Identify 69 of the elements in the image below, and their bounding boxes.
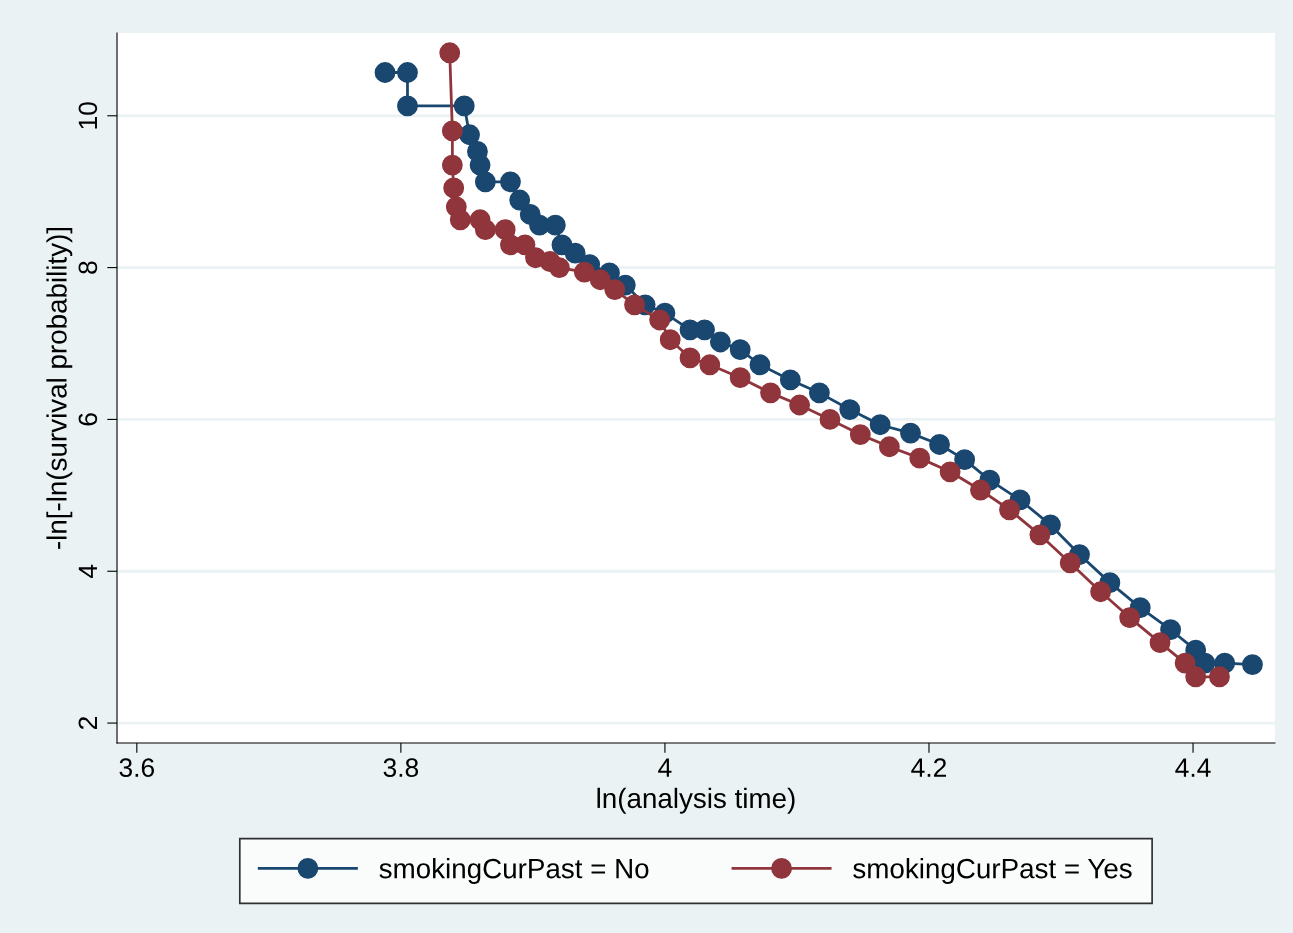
point (1242, 654, 1263, 676)
x-tick-label: 4.4 (1175, 758, 1211, 777)
point (441, 120, 463, 142)
point (443, 177, 465, 199)
point (849, 424, 871, 446)
point (649, 309, 671, 331)
point (397, 62, 418, 83)
point (839, 399, 861, 420)
point (449, 209, 471, 231)
point (500, 171, 521, 193)
point (699, 354, 721, 376)
point (469, 154, 491, 176)
point (900, 422, 921, 444)
point (999, 499, 1020, 521)
y-axis-title: -ln[-ln(survival probability)] (46, 227, 73, 549)
point (909, 447, 931, 469)
y-tick-label: 4 (78, 564, 97, 578)
point (970, 479, 991, 501)
point (760, 382, 781, 404)
point (819, 409, 841, 430)
legend-label: smokingCurPast = Yes (853, 858, 1132, 884)
y-tick-label: 10 (78, 102, 98, 129)
point (939, 461, 961, 483)
point (474, 219, 496, 241)
x-tick-label: 3.8 (383, 758, 419, 778)
point (544, 214, 566, 236)
point (564, 242, 586, 264)
point (878, 436, 900, 458)
point (1209, 666, 1230, 688)
point (474, 171, 496, 193)
y-tick-label: 8 (78, 261, 98, 274)
point (709, 331, 731, 353)
point (694, 319, 715, 341)
point (509, 189, 531, 211)
point (729, 367, 751, 389)
point (659, 329, 681, 351)
point (604, 279, 626, 301)
point (729, 339, 751, 361)
point (1059, 552, 1081, 574)
point (573, 261, 595, 283)
point (679, 347, 701, 369)
point (1185, 666, 1207, 688)
point (808, 382, 830, 404)
point (397, 95, 418, 117)
y-tick-label: 6 (78, 413, 98, 426)
point (624, 294, 645, 316)
point (929, 434, 950, 455)
x-tick-label: 3.6 (119, 758, 154, 778)
point (779, 369, 801, 391)
point (441, 154, 463, 176)
point (548, 257, 570, 279)
legend-label: smokingCurPast = No (379, 858, 649, 884)
point (589, 269, 611, 291)
x-axis-title: ln(analysis time) (597, 787, 795, 814)
point (1029, 524, 1051, 546)
point (789, 394, 811, 416)
y-tick-label: 2 (78, 717, 97, 730)
point (439, 42, 461, 64)
x-tick-label: 4 (658, 758, 672, 777)
point (1174, 652, 1196, 674)
point (1119, 607, 1141, 628)
point (374, 62, 396, 83)
point (453, 95, 475, 117)
x-tick-label: 4.2 (911, 758, 946, 777)
point (869, 414, 891, 436)
point (1090, 581, 1112, 603)
point (749, 354, 771, 376)
point (1149, 632, 1171, 654)
point (954, 449, 976, 471)
